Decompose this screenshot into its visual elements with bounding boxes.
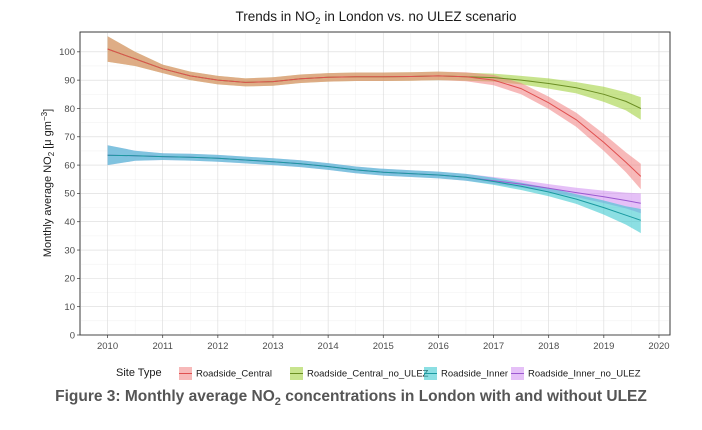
x-tick-label: 2020 <box>648 341 669 352</box>
line-roadside-central <box>107 48 642 177</box>
y-tick-label: 90 <box>64 75 75 86</box>
x-tick-label: 2014 <box>318 341 339 352</box>
line-roadside-inner <box>107 154 641 221</box>
legend-label-roadside-inner-no-ulez: Roadside_Inner_no_ULEZ <box>528 369 641 380</box>
y-tick-label: 10 <box>64 302 75 313</box>
legend-title: Site Type <box>116 367 162 379</box>
x-tick-label: 2013 <box>262 341 283 352</box>
axis-ticks: 0 10 20 30 40 50 60 70 80 90 100 2010 2011 2012 2013 20… <box>59 47 669 352</box>
x-tick-label: 2012 <box>207 341 228 352</box>
legend-label-roadside-central: Roadside_Central <box>196 369 272 380</box>
x-tick-label: 2015 <box>373 341 394 352</box>
y-tick-label: 30 <box>64 245 75 256</box>
x-tick-label: 2018 <box>538 341 559 352</box>
x-tick-label: 2016 <box>428 341 449 352</box>
x-tick-label: 2010 <box>97 341 118 352</box>
y-tick-label: 60 <box>64 160 75 171</box>
y-tick-label: 50 <box>64 189 75 200</box>
figure-caption: Figure 3: Monthly average NO2 concentrat… <box>55 388 647 409</box>
y-tick-label: 40 <box>64 217 75 228</box>
legend-label-roadside-inner: Roadside_Inner <box>441 369 508 380</box>
y-axis-title: Monthly average NO2 [μ gm−3] <box>40 109 56 257</box>
y-tick-label: 80 <box>64 104 75 115</box>
legend: Site Type Roadside_Central Roadside_Centr… <box>116 367 641 380</box>
legend-label-roadside-central-no-ulez: Roadside_Central_no_ULEZ <box>307 369 429 380</box>
plot-border <box>79 31 671 336</box>
x-tick-label: 2019 <box>593 341 614 352</box>
x-tick-label: 2011 <box>152 341 172 352</box>
y-tick-label: 20 <box>64 274 75 285</box>
x-tick-label: 2017 <box>483 341 504 352</box>
y-tick-label: 70 <box>64 132 75 143</box>
y-tick-label: 100 <box>59 47 75 58</box>
series-layer <box>107 36 642 234</box>
y-tick-label: 0 <box>70 330 75 341</box>
chart-title: Trends in NO2 in London vs. no ULEZ scen… <box>236 9 517 27</box>
